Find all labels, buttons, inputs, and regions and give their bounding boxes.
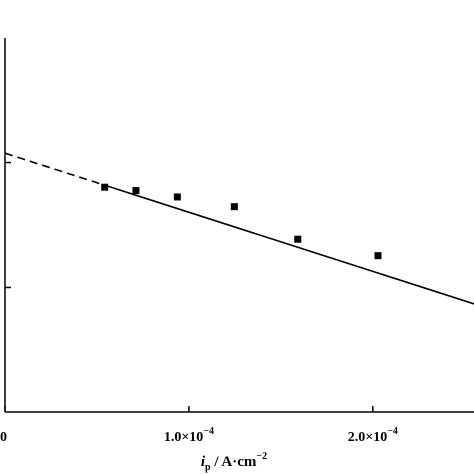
data-point-0	[101, 183, 109, 191]
trend-line	[4, 152, 474, 305]
x-tick-label-1: 1.0×10−4	[164, 426, 214, 445]
data-point-2	[173, 193, 181, 201]
fit-line	[110, 186, 474, 305]
data-point-5	[374, 252, 382, 260]
x-tick-label-0: 0	[0, 430, 7, 445]
data-point-3	[230, 203, 238, 211]
x-axis-title-sub: p	[205, 462, 211, 473]
x-axis-title-exp: −2	[256, 451, 267, 462]
x-axis-title-var: i	[201, 454, 206, 470]
y-axis-ticks	[5, 161, 11, 289]
x-axis-title: ip / A·cm−2	[201, 451, 267, 473]
x-tick-label-2: 2.0×10−4	[348, 426, 398, 445]
data-point-4	[294, 235, 302, 243]
x-axis-ticks: 0 1.0×10−4 2.0×10−4	[0, 406, 398, 445]
data-points	[101, 183, 382, 260]
x-axis-title-rest: / A·cm	[211, 454, 257, 470]
data-point-1	[132, 187, 140, 195]
fit-line-extrapolated	[4, 152, 111, 188]
